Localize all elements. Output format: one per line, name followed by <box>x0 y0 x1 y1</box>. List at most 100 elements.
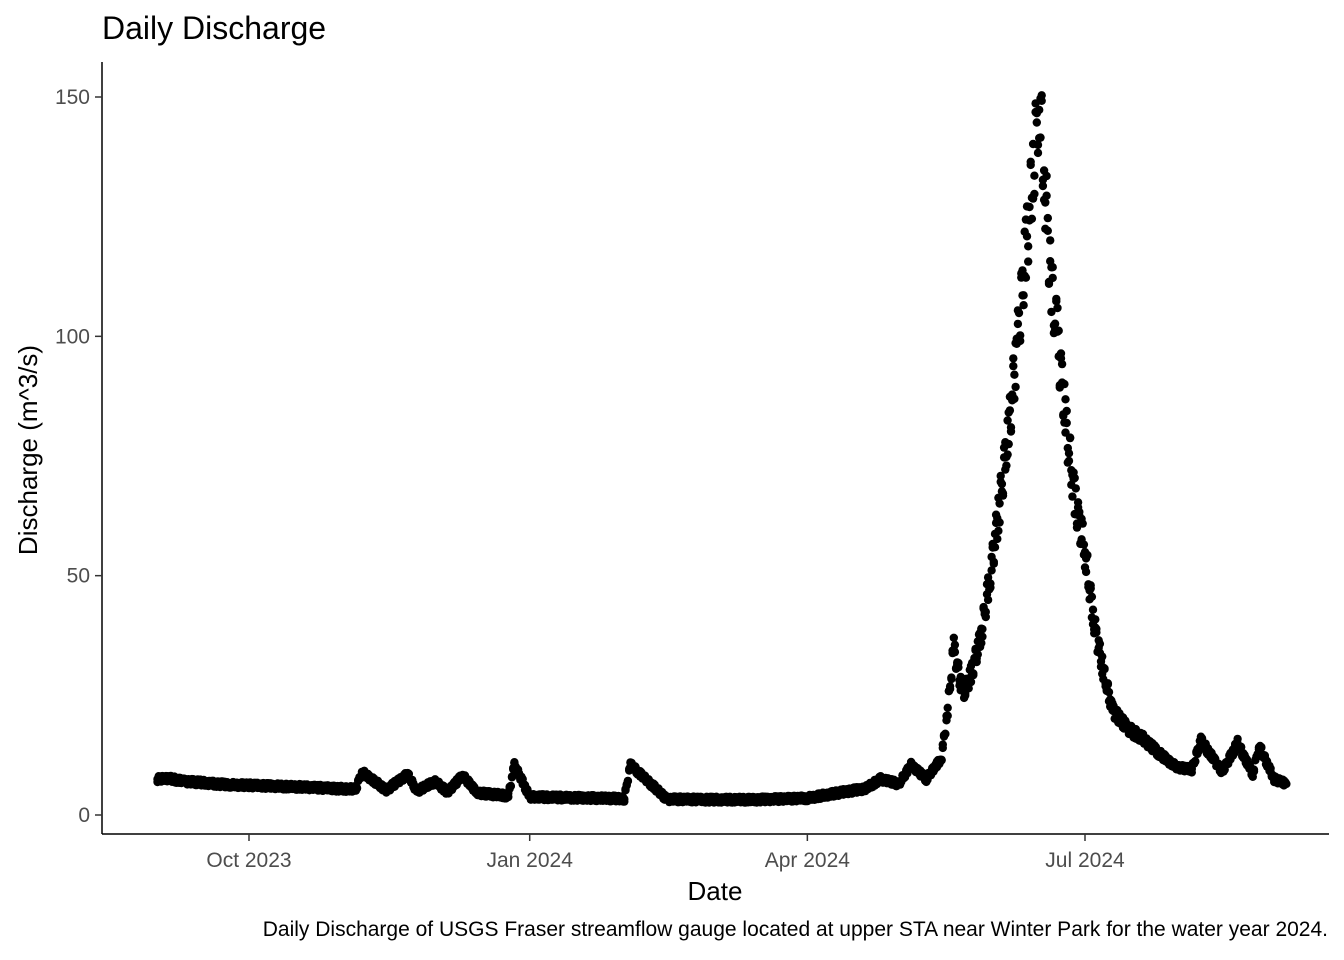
data-point <box>1091 615 1100 624</box>
data-point <box>1036 133 1045 142</box>
data-point <box>969 669 978 678</box>
data-point <box>1009 354 1018 363</box>
data-point <box>352 784 362 793</box>
data-point <box>994 526 1003 536</box>
data-point <box>1038 181 1048 191</box>
data-point <box>1019 301 1028 310</box>
data-point <box>1037 91 1046 100</box>
data-point <box>978 632 987 641</box>
data-point <box>1057 359 1067 369</box>
data-point <box>1006 423 1016 432</box>
data-point <box>1062 406 1071 416</box>
data-point <box>1003 450 1012 459</box>
data-point <box>978 624 987 634</box>
data-point <box>1062 418 1071 428</box>
chart-caption: Daily Discharge of USGS Fraser streamflo… <box>262 918 1328 941</box>
data-point <box>937 756 946 765</box>
data-point <box>1042 171 1051 181</box>
data-point <box>972 657 981 667</box>
data-point <box>989 559 998 568</box>
data-point <box>1061 395 1070 404</box>
data-point <box>1064 449 1074 458</box>
data-point <box>1054 326 1063 335</box>
data-point <box>1013 319 1023 329</box>
data-point <box>1011 382 1020 392</box>
data-point <box>1026 160 1035 170</box>
data-point <box>995 518 1004 527</box>
data-point <box>1002 461 1011 470</box>
data-point <box>993 534 1002 544</box>
x-axis-label: Date <box>688 876 743 906</box>
data-point <box>997 479 1007 489</box>
data-point <box>977 638 986 648</box>
data-point <box>1249 767 1259 776</box>
data-point <box>986 579 995 588</box>
data-point <box>1060 379 1069 389</box>
data-point <box>1023 242 1033 251</box>
data-point <box>1078 519 1087 528</box>
data-points <box>153 91 1291 807</box>
data-point <box>1027 214 1037 223</box>
data-point <box>1005 406 1015 415</box>
data-point <box>1056 349 1066 358</box>
data-point <box>1032 118 1042 127</box>
data-point <box>1046 236 1055 245</box>
data-point <box>945 682 955 691</box>
data-point <box>1071 484 1081 493</box>
data-point <box>943 711 952 720</box>
data-point <box>1004 439 1013 449</box>
data-point <box>1068 492 1077 501</box>
data-point <box>1041 198 1050 207</box>
data-point <box>1033 140 1043 150</box>
data-point <box>1100 664 1109 673</box>
data-point <box>504 792 513 802</box>
data-point <box>950 647 960 657</box>
data-point <box>990 543 1000 552</box>
data-point <box>1048 273 1057 283</box>
data-point <box>1065 433 1075 443</box>
x-tick-label: Jul 2024 <box>1045 849 1125 872</box>
data-point <box>1023 257 1033 266</box>
data-point <box>1103 679 1113 688</box>
x-ticks: Oct 2023 Jan 2024 Apr 2024 Jul 2024 <box>206 834 1125 872</box>
data-point <box>950 640 960 649</box>
data-point <box>1035 105 1044 115</box>
data-point <box>949 633 958 642</box>
data-point <box>1033 148 1043 158</box>
data-point <box>987 566 996 575</box>
chart-title: Daily Discharge <box>102 10 327 46</box>
y-tick-label: 100 <box>55 325 90 348</box>
data-point <box>1187 768 1197 777</box>
data-point <box>1081 567 1091 577</box>
y-tick-label: 50 <box>67 565 90 588</box>
data-point <box>1088 605 1098 614</box>
data-point <box>1098 652 1107 661</box>
data-point <box>966 677 976 687</box>
data-point <box>947 673 956 682</box>
data-point <box>1043 213 1053 223</box>
data-point <box>995 499 1004 508</box>
y-ticks: 0 50 100 150 <box>55 86 102 827</box>
data-point <box>938 743 947 753</box>
data-point <box>1079 540 1089 549</box>
data-point <box>1052 297 1061 306</box>
data-point <box>1083 550 1092 560</box>
data-point <box>943 703 952 712</box>
data-point <box>954 663 963 672</box>
data-point <box>961 691 970 700</box>
data-point <box>1043 226 1053 235</box>
data-point <box>1022 232 1032 241</box>
data-point <box>981 607 990 617</box>
data-point <box>1014 308 1024 318</box>
x-tick-label: Jan 2024 <box>486 849 573 872</box>
axes <box>101 62 1329 835</box>
data-point <box>1030 171 1039 180</box>
data-point <box>506 781 515 791</box>
data-point <box>1042 191 1051 200</box>
data-point <box>1019 291 1028 300</box>
data-point <box>1048 263 1057 272</box>
data-point <box>1191 756 1200 766</box>
y-tick-label: 150 <box>55 86 90 109</box>
data-point <box>1010 370 1019 379</box>
data-point <box>1016 336 1025 346</box>
